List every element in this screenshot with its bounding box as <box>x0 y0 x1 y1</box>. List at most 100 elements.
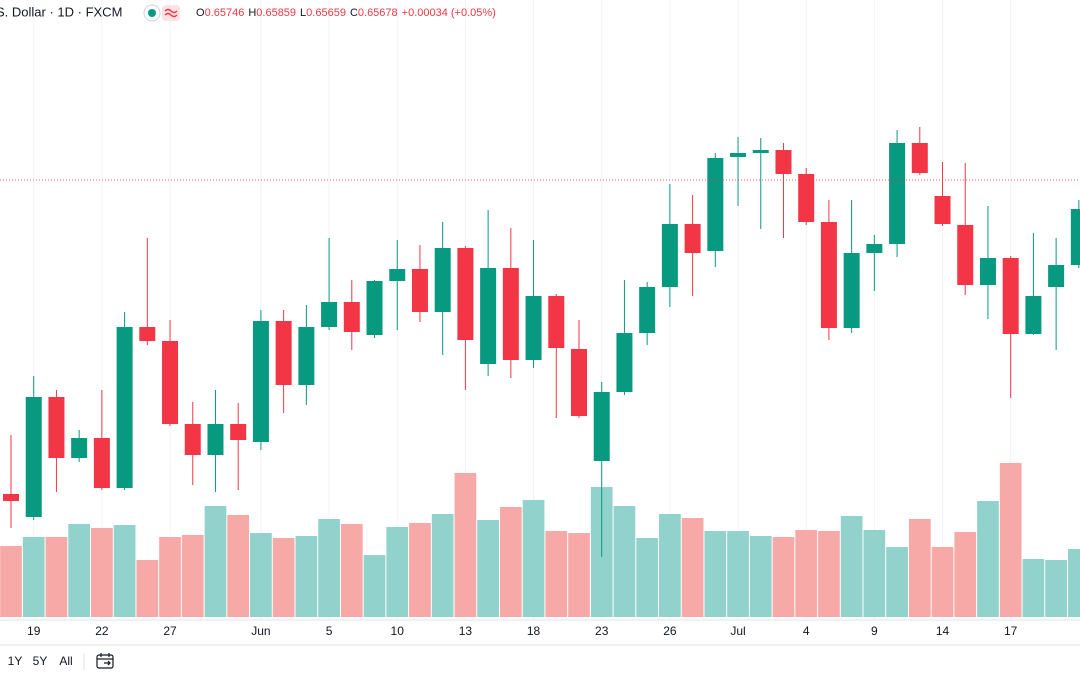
volume-bar <box>159 537 181 617</box>
volume-bar <box>204 506 227 617</box>
candle-body <box>593 392 610 461</box>
candle-body <box>139 327 156 341</box>
volume-bar <box>1022 559 1045 617</box>
volume-bar <box>863 530 886 617</box>
volume-bar <box>477 520 499 617</box>
candle-body <box>162 341 179 424</box>
volume-bar <box>568 533 590 617</box>
volume-bar <box>1067 549 1080 617</box>
range-button[interactable]: 5Y <box>33 654 48 668</box>
candle-body <box>207 424 224 455</box>
volume-bar <box>977 501 999 617</box>
volume-bar <box>250 533 272 617</box>
candle-body <box>1070 209 1080 265</box>
candle-body <box>979 258 996 285</box>
volume-bar <box>659 514 681 617</box>
volume-bar <box>136 560 159 617</box>
volume-bar <box>340 524 363 617</box>
x-tick-label: 9 <box>871 624 878 638</box>
volume-bar <box>840 516 863 617</box>
volume-bar <box>727 531 749 617</box>
time-axis: 19 22 27 Jun 5 10 13 18 23 26 Jul 4 9 14 17 <box>27 624 1018 638</box>
candle-body <box>71 438 88 458</box>
market-icon <box>164 8 178 18</box>
volume-bar <box>772 537 795 617</box>
volume-bar <box>68 524 91 617</box>
candle-body <box>730 153 747 157</box>
volume-bar <box>431 514 454 617</box>
volume-bar <box>931 547 954 617</box>
range-button[interactable]: 1Y <box>8 654 23 668</box>
x-tick-label: 19 <box>27 624 41 638</box>
candle-body <box>957 225 974 285</box>
x-tick-label: 10 <box>391 624 405 638</box>
volume-bar <box>999 463 1022 617</box>
candle-body <box>525 296 542 360</box>
volume-bar <box>749 536 772 617</box>
volume-bar <box>681 518 704 617</box>
ohlc-label: C <box>350 7 358 19</box>
volume-bar <box>499 507 522 617</box>
candle-body <box>116 327 133 488</box>
candle-body <box>661 224 678 287</box>
ohlc-change: +0.00034 (+0.05%) <box>402 7 496 19</box>
candle-body <box>434 248 451 312</box>
candle-body <box>548 296 565 348</box>
volume-bar <box>272 538 295 617</box>
candle-body <box>820 222 837 328</box>
x-tick-label: 27 <box>163 624 177 638</box>
volume-bar <box>113 525 136 617</box>
candle-body <box>866 244 883 253</box>
status-dot <box>148 9 156 17</box>
x-tick-label: 4 <box>803 624 810 638</box>
candle-body <box>889 143 906 244</box>
x-tick-label: 17 <box>1004 624 1018 638</box>
candle-body <box>230 424 247 440</box>
volume-bar <box>1045 560 1067 617</box>
candle-body <box>275 321 292 385</box>
x-tick-label: Jul <box>730 624 745 638</box>
volume-bar <box>295 536 318 617</box>
ohlc-value: 0.65678 <box>358 7 398 19</box>
candle-body <box>502 268 519 360</box>
volume-bar <box>454 473 477 617</box>
plot-area <box>0 0 1080 620</box>
volume-bar <box>91 528 113 617</box>
candle-body <box>639 287 656 333</box>
ohlc-legend: O0.65746 H0.65859 L0.65659 C0.65678 +0.00034… <box>196 7 496 19</box>
candle-body <box>571 349 587 416</box>
ohlc-label: H <box>248 7 256 19</box>
calendar-icon[interactable] <box>96 653 114 669</box>
calendar-arrow <box>104 660 111 666</box>
volume-bar <box>0 546 22 617</box>
calendar-frame <box>96 654 114 669</box>
candle-body <box>480 268 497 364</box>
range-toolbar: 1Y 5Y All <box>8 653 85 670</box>
volume-bar <box>704 531 727 617</box>
candle-body <box>1048 265 1065 287</box>
x-tick-label: 5 <box>326 624 333 638</box>
candle-body <box>25 397 42 517</box>
x-tick-label: 18 <box>527 624 541 638</box>
x-tick-label: 26 <box>663 624 677 638</box>
x-tick-label: Jun <box>251 624 270 638</box>
candle-body <box>457 248 474 340</box>
volume-bar <box>613 506 636 617</box>
candle-body <box>798 174 815 222</box>
ohlc-value: 0.65859 <box>256 7 296 19</box>
ohlc-value: 0.65746 <box>205 7 245 19</box>
volume-bar <box>409 523 431 617</box>
volume-bar <box>522 500 545 617</box>
candle-body <box>48 397 65 458</box>
x-tick-label: 22 <box>95 624 109 638</box>
candle-body <box>752 150 769 153</box>
candle-body <box>411 269 428 312</box>
candle-body <box>707 158 724 251</box>
market-badge[interactable] <box>162 5 180 21</box>
candle-body <box>775 150 792 174</box>
candle-body <box>184 424 201 455</box>
range-button[interactable]: All <box>59 654 72 668</box>
candle-body <box>1025 296 1042 334</box>
candle-body <box>843 253 860 328</box>
